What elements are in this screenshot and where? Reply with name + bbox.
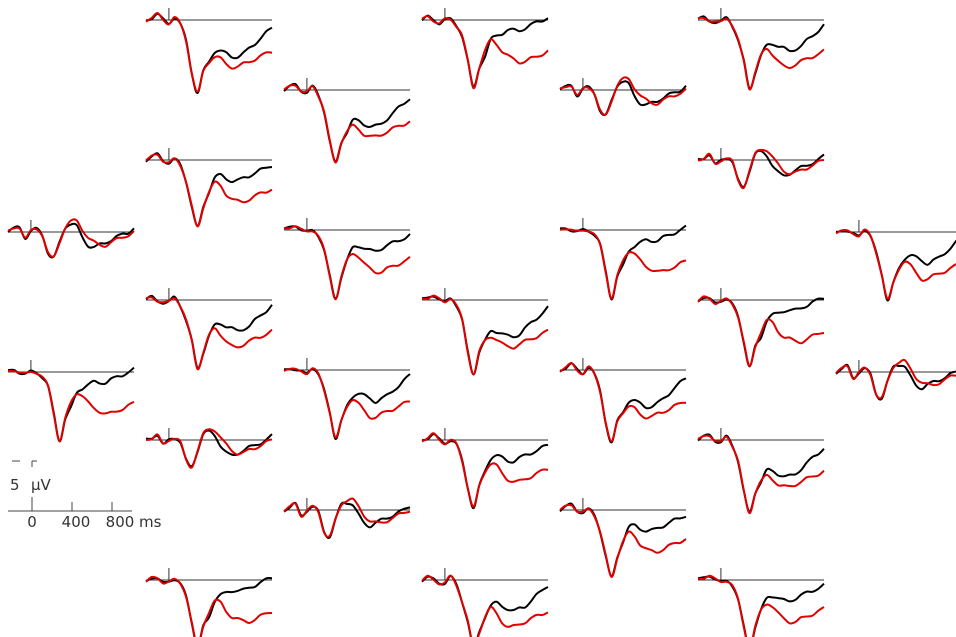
erp-panel xyxy=(835,220,956,302)
black-waveform xyxy=(283,225,411,300)
red-waveform xyxy=(697,434,825,515)
erp-panel xyxy=(421,8,549,90)
black-waveform xyxy=(559,80,687,116)
erp-panel xyxy=(145,428,273,469)
erp-panel xyxy=(145,8,273,95)
red-waveform xyxy=(145,12,273,93)
erp-panel xyxy=(421,428,549,510)
amp-unit-label: μV xyxy=(31,476,52,494)
black-waveform xyxy=(7,222,135,259)
erp-panel xyxy=(283,218,411,301)
red-waveform xyxy=(421,15,549,90)
black-waveform xyxy=(283,368,411,440)
red-waveform xyxy=(145,153,273,228)
erp-panel xyxy=(421,568,549,637)
red-waveform xyxy=(145,296,273,371)
black-waveform xyxy=(697,149,825,188)
red-waveform xyxy=(7,369,135,443)
red-waveform xyxy=(421,294,549,376)
red-waveform xyxy=(283,367,411,439)
red-waveform xyxy=(283,497,411,538)
erp-panel xyxy=(7,360,135,443)
erp-panel xyxy=(145,288,273,371)
erp-panel xyxy=(835,358,956,401)
red-waveform xyxy=(559,76,687,116)
erp-panel xyxy=(7,218,135,259)
black-waveform xyxy=(7,366,135,443)
black-waveform xyxy=(697,575,825,637)
red-waveform xyxy=(697,148,825,190)
red-waveform xyxy=(559,228,687,300)
erp-panel xyxy=(421,288,549,376)
erp-panel xyxy=(283,497,411,539)
erp-panel xyxy=(559,358,687,444)
black-waveform xyxy=(145,576,273,637)
erp-panel xyxy=(697,568,825,637)
black-waveform xyxy=(145,294,273,370)
black-waveform xyxy=(697,433,825,513)
red-waveform xyxy=(835,358,956,400)
red-waveform xyxy=(283,225,411,301)
red-waveform xyxy=(421,574,549,637)
erp-panel xyxy=(697,428,825,515)
amp-value-label: 5 xyxy=(10,476,20,494)
red-waveform xyxy=(697,16,825,91)
time-tick-label: 400 xyxy=(62,513,91,531)
erp-panel xyxy=(559,76,687,116)
black-waveform xyxy=(421,295,549,376)
black-waveform xyxy=(835,363,956,401)
red-waveform xyxy=(7,218,135,258)
erp-panel xyxy=(559,218,687,301)
time-tick-label: 800 xyxy=(106,513,135,531)
red-waveform xyxy=(835,228,956,300)
red-waveform xyxy=(697,574,825,637)
red-waveform xyxy=(421,432,549,508)
red-waveform xyxy=(145,428,273,469)
erp-panel xyxy=(283,358,411,440)
time-unit-label: ms xyxy=(139,513,162,531)
red-waveform xyxy=(559,503,687,579)
erp-panel xyxy=(697,148,825,190)
black-waveform xyxy=(559,224,687,301)
red-waveform xyxy=(145,575,273,637)
scale-bar: 5 μV 0 400 800 ms xyxy=(8,460,162,531)
black-waveform xyxy=(283,82,411,163)
erp-panel xyxy=(145,148,273,228)
erp-panel xyxy=(283,78,411,164)
erp-panel xyxy=(697,8,825,91)
erp-panel xyxy=(697,288,825,368)
black-waveform xyxy=(145,12,273,95)
red-waveform xyxy=(559,361,687,443)
black-waveform xyxy=(835,229,956,302)
erp-panel xyxy=(559,498,687,579)
red-waveform xyxy=(697,295,825,367)
black-waveform xyxy=(145,429,273,468)
black-waveform xyxy=(559,362,687,444)
erp-panel xyxy=(145,568,273,637)
red-waveform xyxy=(283,84,411,164)
time-tick-label: 0 xyxy=(27,513,37,531)
